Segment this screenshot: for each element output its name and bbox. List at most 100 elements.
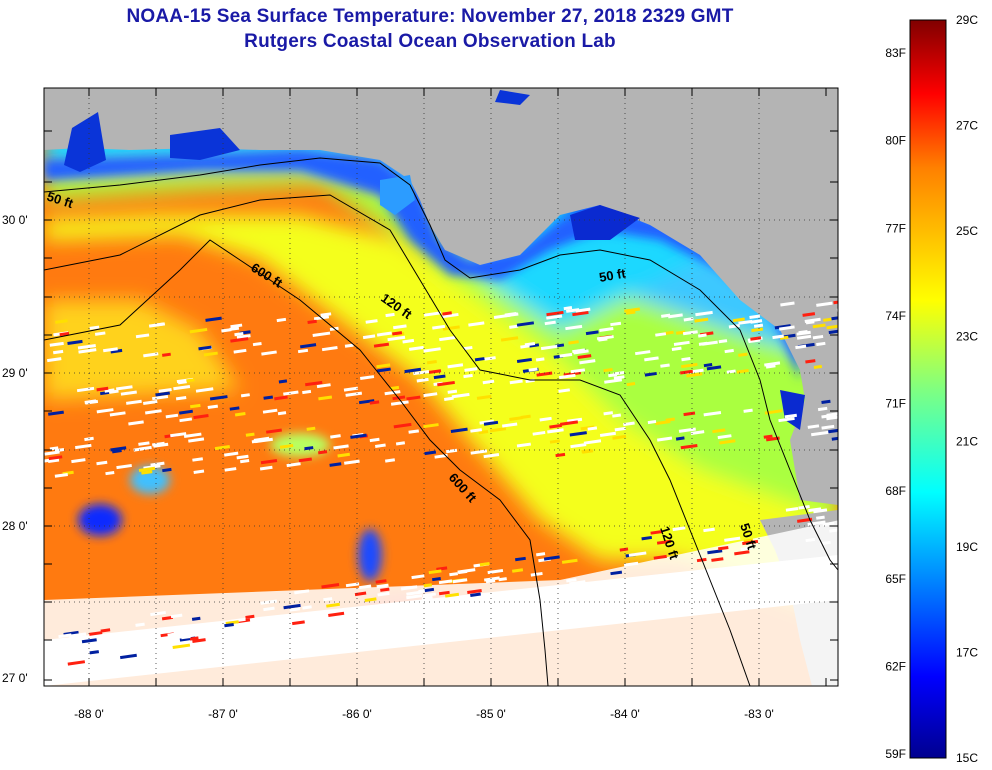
cloud-speckle <box>442 325 460 331</box>
cloud-speckle <box>96 460 108 466</box>
bathymetry-contours <box>44 157 838 686</box>
cloud-speckle <box>569 431 587 437</box>
cloud-speckle <box>766 436 780 442</box>
celsius-scale: 29C 27C 25C 23C 21C 19C 17C 15C <box>956 13 978 765</box>
cloud-speckle <box>337 452 350 458</box>
cloud-speckle <box>831 435 838 441</box>
cloud-speckle <box>188 437 205 443</box>
celsius-label: 21C <box>956 435 978 449</box>
cloud-speckle <box>369 400 380 405</box>
cloud-speckle <box>306 426 316 431</box>
cloud-speckle <box>209 395 228 401</box>
cloud-speckle <box>821 399 831 404</box>
cloud-speckle <box>463 345 473 351</box>
contour-600ft <box>44 239 549 686</box>
cloud-speckle <box>260 459 278 465</box>
color-scale-bar: 83F 80F 77F 74F 71F 68F 65F 62F 59F 29C 27C 25C 23C… <box>885 13 978 765</box>
cloud-speckle <box>582 449 594 454</box>
map-frame <box>43 87 839 687</box>
cloud-speckle <box>561 558 578 564</box>
celsius-label: 19C <box>956 540 978 554</box>
cloud-speckle <box>364 597 377 602</box>
cloud-speckle <box>120 653 137 660</box>
cloud-speckle <box>833 299 838 305</box>
fahrenheit-label: 62F <box>885 659 906 673</box>
cloud-speckle <box>376 367 391 373</box>
cloud-speckle <box>408 606 426 613</box>
cloud-speckle <box>780 301 795 307</box>
cloud-speckle <box>604 378 623 384</box>
cloud-speckle <box>717 434 732 440</box>
cloud-speckle <box>250 629 267 635</box>
cloud-speckle <box>661 313 671 318</box>
cloud-speckle <box>772 334 785 340</box>
cloud-speckle <box>354 591 367 597</box>
cloud-speckle <box>189 327 208 334</box>
cloud-speckle <box>577 354 592 359</box>
cloud-speckle <box>836 307 838 312</box>
cloud-speckle <box>802 312 816 317</box>
cloud-speckle <box>330 434 341 439</box>
cloud-speckle <box>682 330 698 336</box>
cloud-speckle <box>245 432 255 437</box>
fahrenheit-label: 71F <box>885 397 906 411</box>
fahrenheit-label: 74F <box>885 309 906 323</box>
celsius-label: 17C <box>956 646 978 660</box>
cloud-speckle <box>416 377 429 383</box>
cloud-speckle <box>483 453 500 459</box>
cloud-speckle <box>728 323 740 329</box>
cloud-speckle <box>612 413 622 418</box>
cloud-speckle <box>333 444 349 450</box>
cloud-speckle <box>826 411 838 417</box>
cloud-speckle <box>778 416 795 423</box>
cloud-speckle <box>105 470 115 476</box>
cloud-speckle <box>712 428 726 434</box>
cloud-speckle <box>587 426 598 431</box>
cloud-speckle <box>145 409 162 415</box>
cloud-speckle <box>278 379 288 384</box>
cloud-speckle <box>345 582 360 588</box>
fahrenheit-label: 80F <box>885 134 906 148</box>
cloud-speckle <box>528 367 538 372</box>
cloud-speckle <box>736 368 749 374</box>
cloud-speckle <box>698 341 708 346</box>
cloud-speckle <box>316 383 331 389</box>
cloud-speckle <box>724 348 734 354</box>
cloud-speckle <box>402 338 415 344</box>
cloud-speckle <box>572 310 589 317</box>
cloud-speckle <box>312 331 331 337</box>
cloud-speckle <box>75 443 92 450</box>
cloud-speckle <box>442 596 460 603</box>
cloud-speckle <box>479 419 495 425</box>
cloud-speckle <box>193 413 209 420</box>
cloud-speckle <box>532 430 546 436</box>
cloud-speckle <box>138 441 150 446</box>
cloud-speckle <box>283 603 301 610</box>
cloud-speckle <box>138 466 156 472</box>
cloud-speckle <box>805 537 816 543</box>
cloud-speckle <box>817 406 828 412</box>
cloud-speckle <box>655 332 667 337</box>
cloud-speckle <box>126 399 142 405</box>
cloud-speckle <box>274 395 288 401</box>
cloud-speckle <box>822 521 835 527</box>
cold-eddy <box>358 529 382 581</box>
cloud-speckle <box>258 623 276 629</box>
cloud-speckle <box>189 403 201 409</box>
cloud-speckle <box>660 363 670 368</box>
cloud-speckle <box>89 650 100 655</box>
cloud-speckle <box>683 317 694 322</box>
cloud-speckle <box>47 458 60 463</box>
cloud-speckle <box>154 322 165 327</box>
map-title: NOAA-15 Sea Surface Temperature: Novembe… <box>126 6 734 27</box>
cloud-speckle <box>509 416 523 421</box>
fahrenheit-label: 59F <box>885 747 906 761</box>
fahrenheit-label: 65F <box>885 572 906 586</box>
cloud-speckle <box>482 379 495 385</box>
fahrenheit-label: 77F <box>885 221 906 235</box>
cloud-speckle <box>812 334 824 340</box>
cloud-speckle <box>229 326 240 331</box>
cloud-speckle <box>546 314 563 320</box>
cloud-speckle <box>81 638 97 644</box>
cloud-speckle <box>428 369 442 374</box>
